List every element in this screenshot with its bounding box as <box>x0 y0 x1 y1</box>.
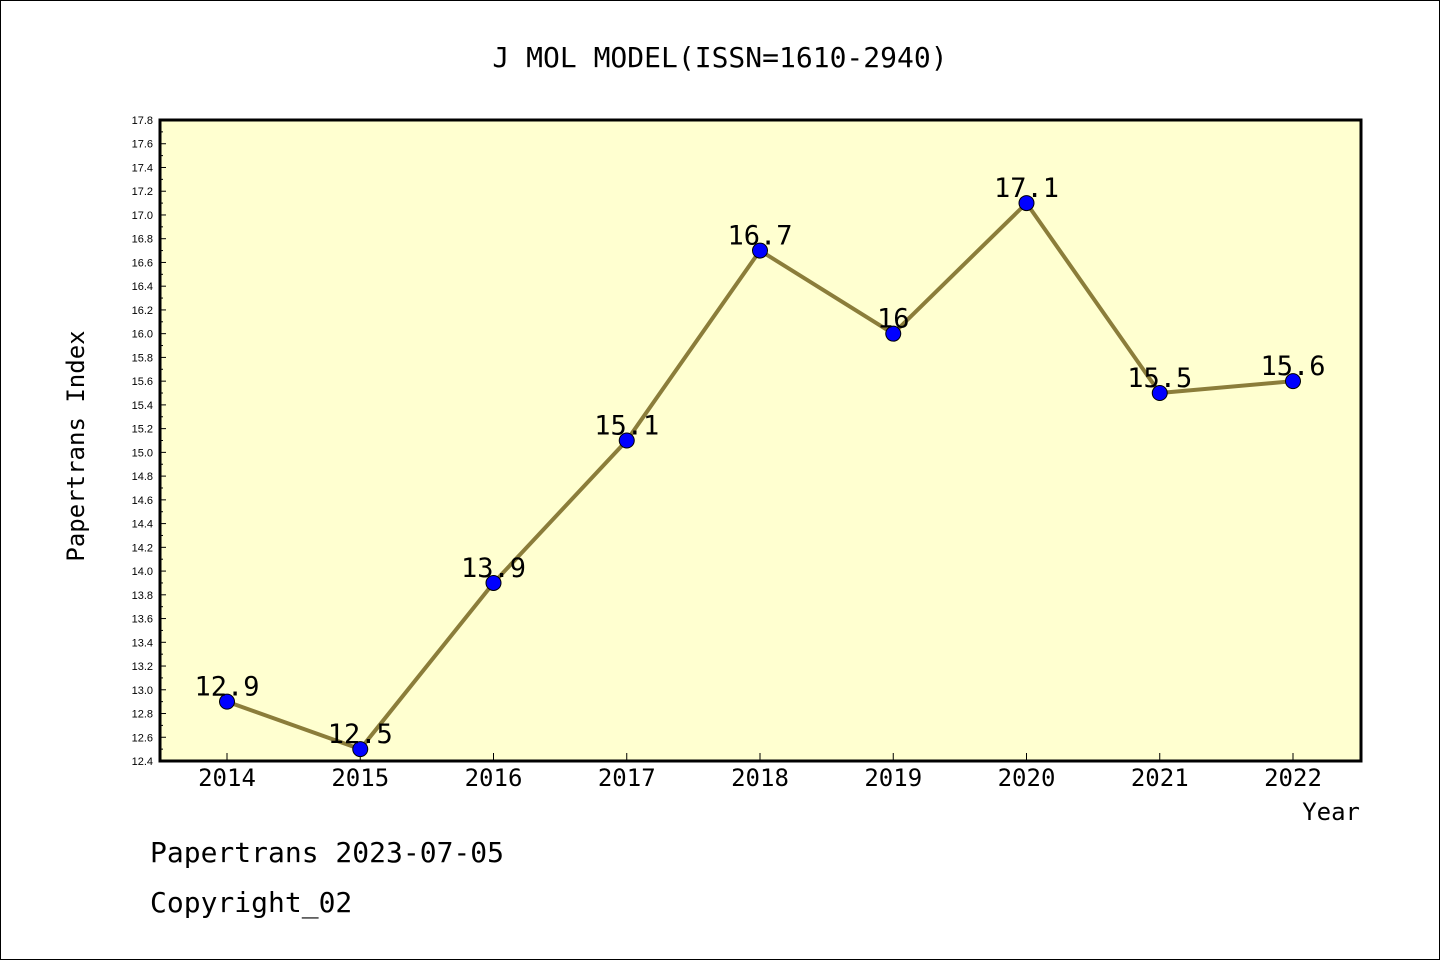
x-tick-label: 2019 <box>864 764 922 792</box>
y-tick-label: 14.8 <box>132 471 153 483</box>
x-tick-label: 2018 <box>731 764 789 792</box>
data-label: 13.9 <box>461 553 526 584</box>
data-label: 15.5 <box>1127 363 1192 394</box>
x-axis-label: Year <box>1302 798 1360 826</box>
y-tick-label: 15.8 <box>132 352 153 364</box>
footer-date: Papertrans 2023-07-05 <box>150 836 505 869</box>
y-tick-label: 12.8 <box>132 709 153 721</box>
y-tick-label: 16.2 <box>132 305 153 317</box>
y-tick-label: 16.8 <box>132 234 153 246</box>
y-axis: 12.4 12.6 12.8 13.0 13.2 13.4 13.6 13.8 14.0 14.2… <box>132 115 166 768</box>
y-tick-label: 15.0 <box>132 447 153 459</box>
x-tick-label: 2022 <box>1264 764 1322 792</box>
x-tick-label: 2015 <box>331 764 389 792</box>
y-tick-label: 13.4 <box>132 637 153 649</box>
y-tick-label: 17.6 <box>132 139 153 151</box>
y-tick-label: 13.0 <box>132 685 153 697</box>
y-tick-label: 12.4 <box>132 756 153 768</box>
x-tick-label: 2017 <box>598 764 656 792</box>
x-tick-label: 2021 <box>1131 764 1189 792</box>
y-tick-label: 14.6 <box>132 495 153 507</box>
y-tick-label: 14.0 <box>132 566 153 578</box>
chart-title: J MOL MODEL(ISSN=1610-2940) <box>492 41 947 74</box>
data-label: 15.6 <box>1260 351 1325 382</box>
y-tick-label: 16.4 <box>132 281 153 293</box>
data-point <box>1151 385 1168 402</box>
data-point <box>485 574 502 591</box>
footer-copyright: Copyright_02 <box>150 886 353 919</box>
y-tick-label: 15.4 <box>132 400 153 412</box>
data-point <box>219 693 235 710</box>
y-tick-label: 17.4 <box>132 162 153 174</box>
y-tick-label: 16.6 <box>132 257 153 269</box>
y-tick-label: 14.2 <box>132 542 153 554</box>
x-tick-label: 2020 <box>998 764 1056 792</box>
data-point <box>752 242 768 259</box>
data-label: 15.1 <box>594 411 659 442</box>
y-tick-label: 15.6 <box>132 376 153 388</box>
y-tick-label: 12.6 <box>132 732 153 744</box>
y-tick-label: 17.8 <box>132 115 153 127</box>
y-tick-label: 14.4 <box>132 519 153 531</box>
data-point <box>1285 373 1301 390</box>
y-tick-label: 13.8 <box>132 590 153 602</box>
y-tick-label: 16.0 <box>132 329 153 341</box>
x-tick-label: 2014 <box>198 764 256 792</box>
data-point <box>885 325 902 342</box>
plot-border <box>158 118 1363 763</box>
series-line-group: 12.9 12.5 13.9 15.1 16.7 16 17.1 15.5 15.6 <box>194 173 1326 758</box>
data-label: 16 <box>877 304 910 335</box>
data-point <box>352 741 369 758</box>
y-tick-label: 17.0 <box>132 210 153 222</box>
data-label: 17.1 <box>994 173 1059 204</box>
x-tick-label: 2016 <box>465 764 523 792</box>
y-tick-label: 17.2 <box>132 186 153 198</box>
y-tick-label: 13.2 <box>132 661 153 673</box>
data-label: 12.9 <box>194 672 259 703</box>
y-axis-label: Papertrans Index <box>62 330 90 561</box>
data-point <box>618 432 635 449</box>
plot-area <box>160 120 1361 761</box>
y-tick-label: 15.2 <box>132 424 153 436</box>
x-axis: 2014 2015 2016 2017 2018 2019 2020 2021 2022 <box>198 753 1322 792</box>
data-label: 12.5 <box>328 719 393 750</box>
data-label: 16.7 <box>727 221 792 252</box>
data-point <box>1018 195 1035 212</box>
y-tick-label: 13.6 <box>132 614 153 626</box>
